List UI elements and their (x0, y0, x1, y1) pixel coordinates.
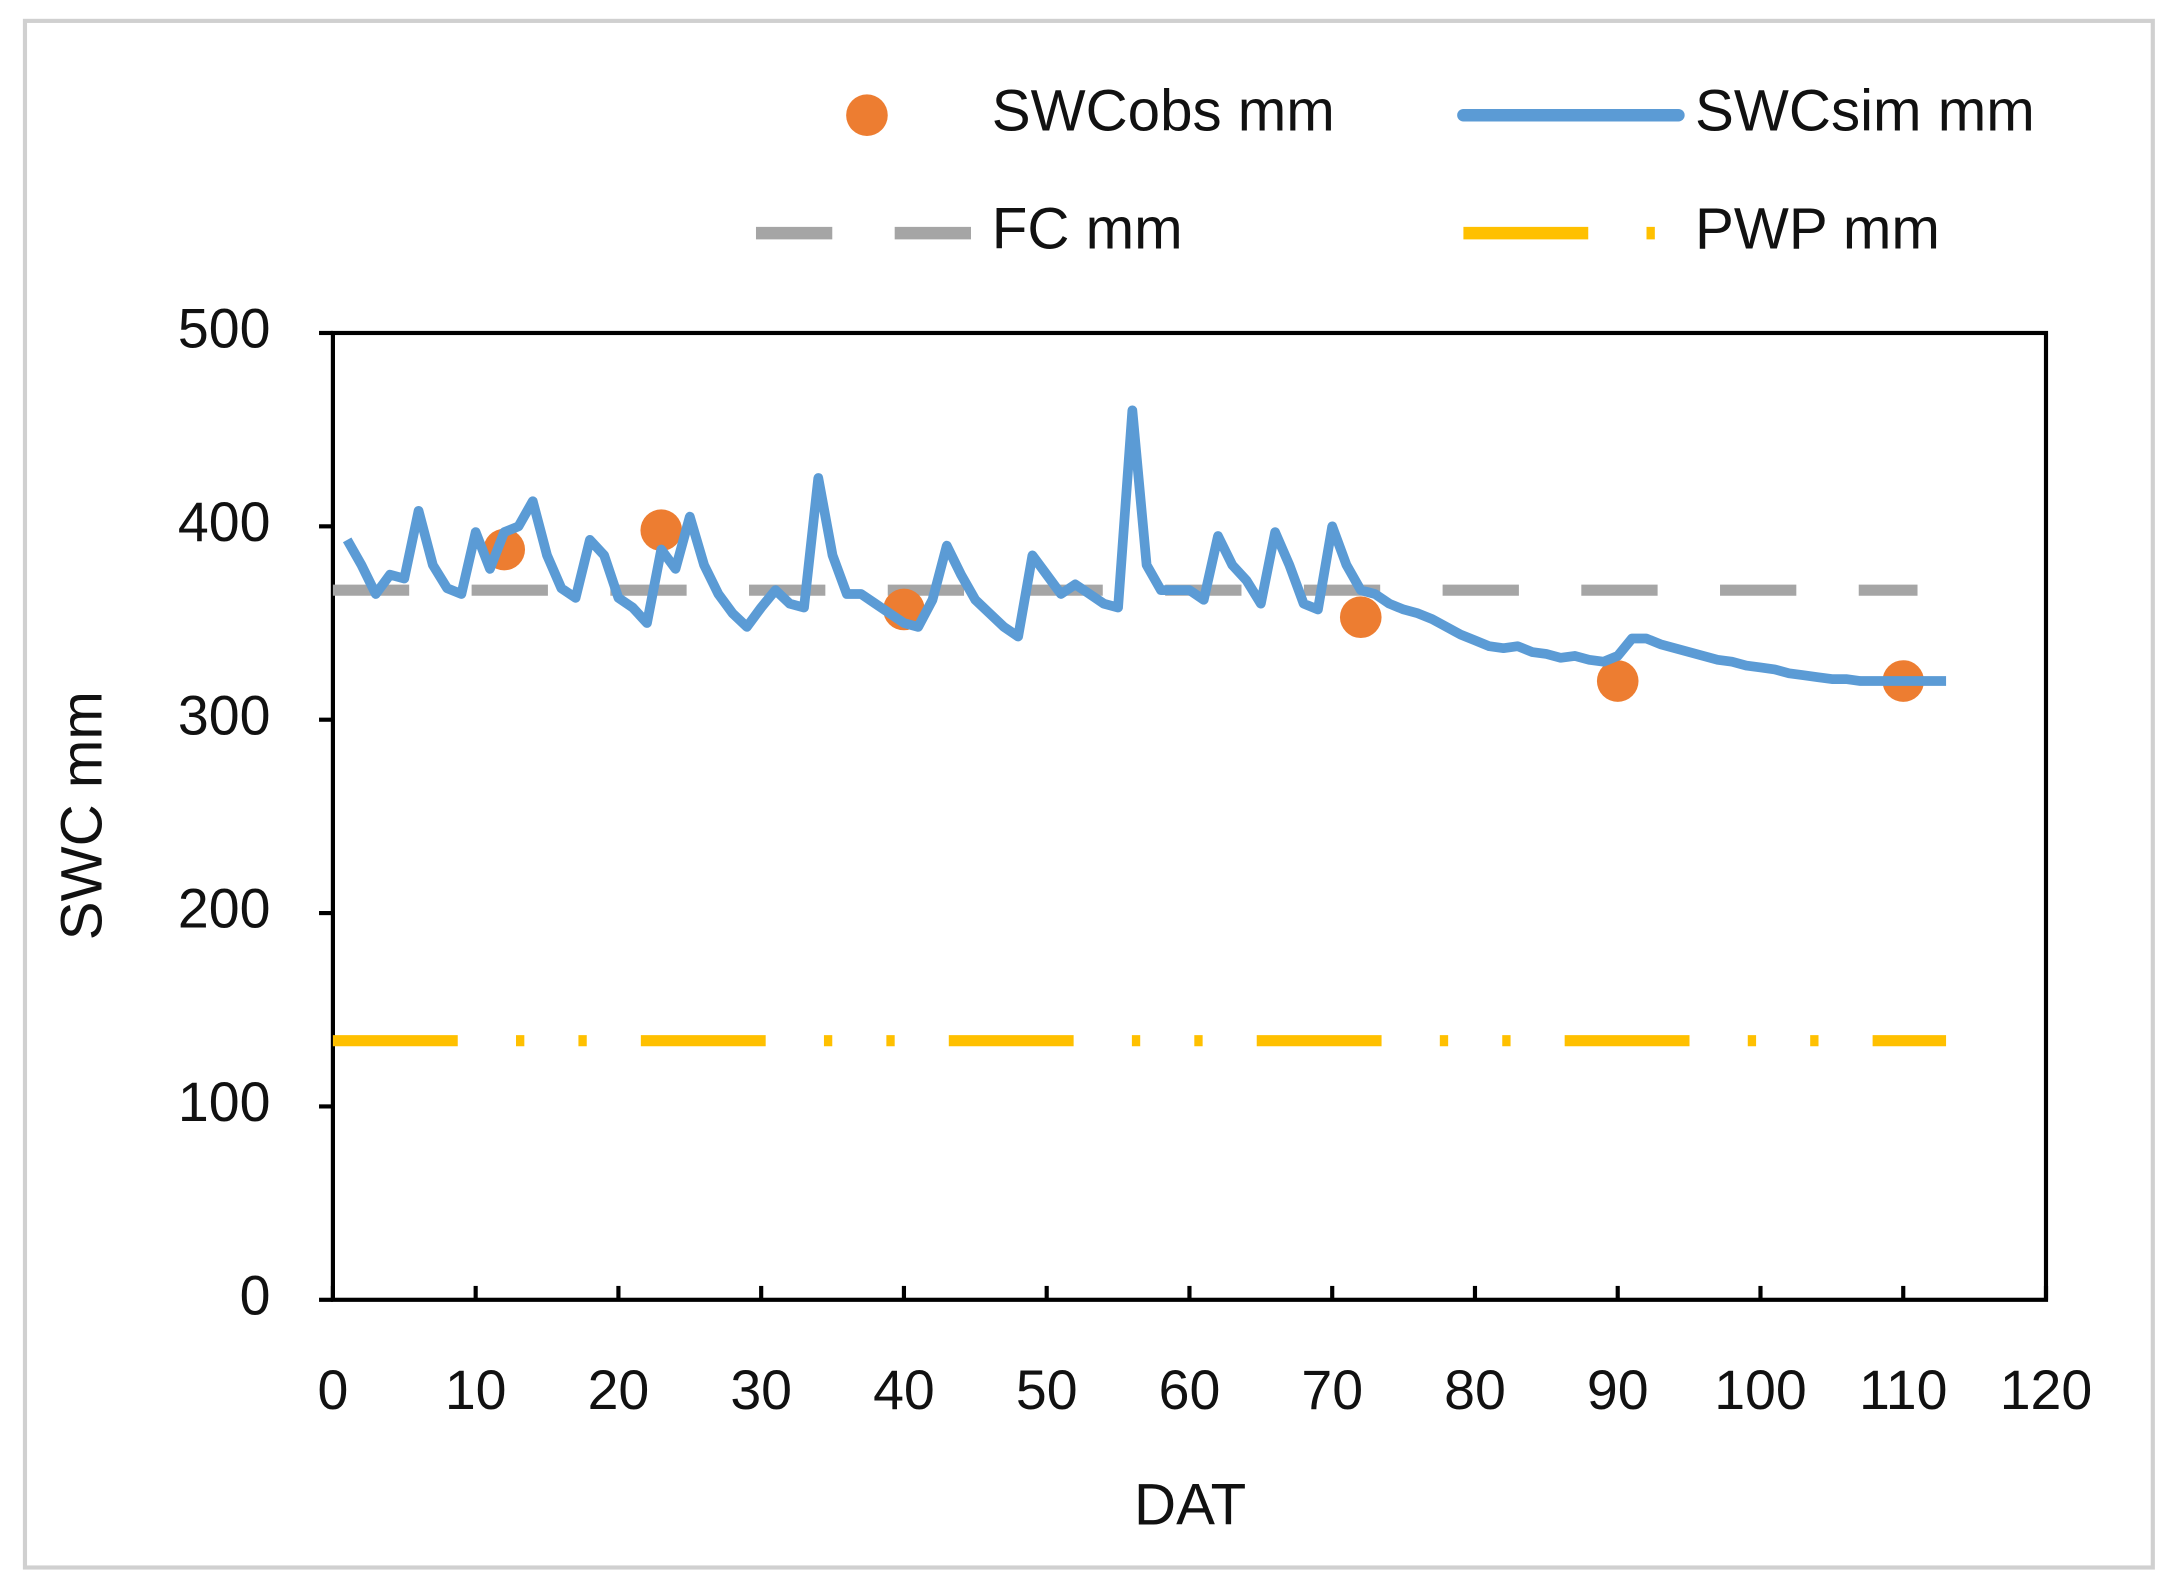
x-tick-label: 100 (1714, 1359, 1807, 1421)
x-tick-label: 70 (1301, 1359, 1363, 1421)
x-tick-label: 40 (873, 1359, 935, 1421)
y-tick-label: 0 (240, 1264, 271, 1326)
x-tick-label: 120 (2000, 1359, 2093, 1421)
y-tick-label: 400 (178, 491, 271, 553)
x-tick-label: 110 (1859, 1359, 1947, 1421)
chart-border (22, 18, 2155, 1570)
y-axis-title: SWC mm (49, 691, 114, 940)
data-point (1596, 660, 1639, 702)
x-tick-label: 10 (445, 1359, 507, 1421)
legend-label: PWP mm (1695, 196, 1940, 261)
y-tick-label: 500 (178, 298, 271, 360)
y-tick-label: 100 (178, 1071, 271, 1133)
y-tick-label: 300 (178, 684, 271, 746)
x-tick-label: 30 (730, 1359, 792, 1421)
data-point (640, 509, 683, 552)
legend-marker (846, 94, 888, 137)
y-tick-label: 200 (178, 878, 271, 940)
x-axis-title: DAT (1134, 1473, 1246, 1538)
legend-label: SWCsim mm (1695, 79, 2035, 144)
data-point (1339, 596, 1382, 639)
x-tick-label: 0 (317, 1359, 348, 1421)
x-tick-label: 60 (1159, 1359, 1221, 1421)
legend-label: FC mm (992, 196, 1183, 261)
x-tick-label: 50 (1016, 1359, 1078, 1421)
series-line (342, 405, 1947, 686)
x-tick-label: 90 (1587, 1359, 1649, 1421)
x-tick-label: 80 (1444, 1359, 1506, 1421)
legend-label: SWCobs mm (992, 79, 1335, 144)
x-tick-label: 20 (588, 1359, 650, 1421)
